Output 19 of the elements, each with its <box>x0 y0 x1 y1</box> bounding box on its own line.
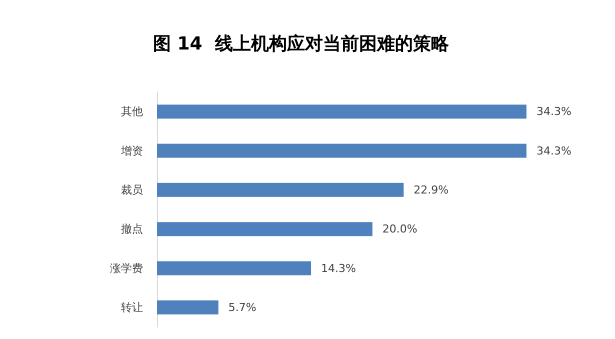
y-tick-label: 其他 <box>121 105 143 118</box>
bar <box>157 104 526 119</box>
y-tick-label: 撤点 <box>121 222 143 236</box>
data-label: 34.3% <box>536 105 572 118</box>
bar <box>157 222 372 236</box>
data-label: 14.3% <box>321 262 356 275</box>
bar <box>157 300 218 314</box>
y-tick-label: 裁员 <box>121 183 143 196</box>
y-tick-label: 涨学费 <box>110 262 143 275</box>
y-tick-label: 转让 <box>121 300 143 314</box>
bar <box>157 261 312 276</box>
data-label: 5.7% <box>228 300 256 314</box>
data-label: 20.0% <box>382 222 418 236</box>
chart-title: 图 14 线上机构应对当前困难的策略 <box>153 34 450 54</box>
data-label: 22.9% <box>414 183 449 196</box>
y-tick-label: 增资 <box>120 144 143 158</box>
bar <box>157 182 404 197</box>
data-label: 34.3% <box>536 144 572 158</box>
bar <box>157 144 526 158</box>
